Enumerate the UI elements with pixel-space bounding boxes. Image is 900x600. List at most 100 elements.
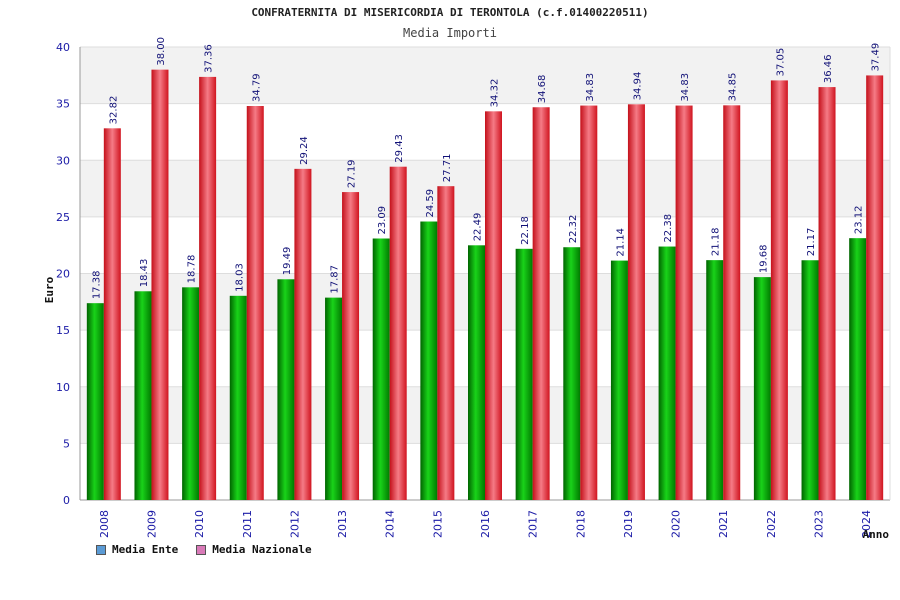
data-label: 32.82 <box>108 96 119 125</box>
legend-item-nazionale: Media Nazionale <box>196 543 312 556</box>
y-tick-label: 15 <box>56 324 70 337</box>
data-label: 27.19 <box>347 159 358 188</box>
bar-media-ente <box>706 260 724 500</box>
y-tick-label: 25 <box>56 211 70 224</box>
bar-media-ente <box>325 297 343 500</box>
data-label: 29.24 <box>299 136 310 165</box>
bar-media-ente <box>134 291 152 500</box>
data-label: 18.43 <box>139 259 150 288</box>
x-tick-label: 2008 <box>98 510 111 538</box>
y-tick-label: 20 <box>56 268 70 281</box>
y-tick-label: 30 <box>56 154 70 167</box>
bar-media-ente <box>515 248 533 500</box>
x-tick-label: 2009 <box>145 510 158 538</box>
bar-media-ente <box>610 260 628 500</box>
bar-media-nazionale <box>199 76 217 500</box>
x-tick-label: 2010 <box>193 510 206 538</box>
bar-media-ente <box>277 279 295 500</box>
x-tick-label: 2019 <box>622 510 635 538</box>
bar-media-nazionale <box>342 192 360 501</box>
bar-media-ente <box>801 260 819 500</box>
bar-media-nazionale <box>580 105 598 501</box>
data-label: 36.46 <box>823 54 834 83</box>
bar-media-nazionale <box>818 87 836 500</box>
data-label: 22.32 <box>568 215 579 244</box>
bar-media-nazionale <box>246 106 264 501</box>
data-label: 23.09 <box>377 206 388 235</box>
data-label: 19.49 <box>282 247 293 276</box>
x-tick-label: 2014 <box>384 510 397 538</box>
x-tick-label: 2022 <box>765 510 778 538</box>
data-label: 19.68 <box>758 244 769 273</box>
data-label: 34.68 <box>537 75 548 104</box>
data-label: 18.03 <box>234 263 245 292</box>
y-tick-label: 10 <box>56 381 70 394</box>
x-tick-label: 2011 <box>241 510 254 538</box>
y-tick-label: 0 <box>63 494 70 507</box>
bar-media-ente <box>563 247 581 500</box>
bar-media-nazionale <box>294 168 312 500</box>
x-tick-label: 2021 <box>717 510 730 538</box>
x-tick-label: 2018 <box>574 510 587 538</box>
data-label: 27.71 <box>442 154 453 183</box>
data-label: 17.87 <box>330 265 341 294</box>
y-tick-label: 35 <box>56 98 70 111</box>
bar-media-ente <box>229 295 247 500</box>
data-label: 37.05 <box>775 48 786 77</box>
chart-subtitle: Media Importi <box>403 26 497 40</box>
legend-swatch-nazionale <box>196 544 207 555</box>
data-label: 21.18 <box>711 227 722 256</box>
x-tick-label: 2017 <box>527 510 540 538</box>
data-label: 23.12 <box>854 206 865 235</box>
data-label: 37.36 <box>204 44 215 73</box>
data-label: 22.49 <box>473 213 484 242</box>
bar-media-nazionale <box>485 111 502 501</box>
x-tick-label: 2016 <box>479 510 492 538</box>
data-label: 29.43 <box>394 134 405 163</box>
x-tick-label: 2024 <box>860 510 873 538</box>
data-label: 37.49 <box>871 43 882 72</box>
bar-media-ente <box>753 277 771 500</box>
bar-media-nazionale <box>437 186 455 500</box>
bar-media-ente <box>468 245 485 500</box>
data-label: 18.78 <box>187 255 198 284</box>
legend-item-ente: Media Ente <box>96 543 178 556</box>
data-label: 22.38 <box>663 214 674 243</box>
data-label: 34.32 <box>490 79 501 108</box>
y-tick-label: 40 <box>56 41 70 54</box>
data-label: 24.59 <box>425 189 436 218</box>
data-label: 22.18 <box>520 216 531 245</box>
bar-media-ente <box>182 287 200 500</box>
bar-media-nazionale <box>770 80 788 500</box>
x-tick-label: 2012 <box>288 510 301 538</box>
data-label: 17.38 <box>91 271 102 300</box>
data-label: 34.79 <box>251 73 262 102</box>
bar-media-ente <box>420 221 438 500</box>
legend: Media Ente Media Nazionale <box>96 543 312 556</box>
bar-media-ente <box>658 246 676 500</box>
data-label: 34.85 <box>728 73 739 102</box>
bar-media-ente <box>372 238 390 501</box>
x-tick-label: 2015 <box>431 510 444 538</box>
data-label: 38.00 <box>156 37 167 66</box>
data-label: 34.83 <box>585 73 596 102</box>
bar-media-nazionale <box>103 128 121 500</box>
x-tick-label: 2013 <box>336 510 349 538</box>
bar-media-nazionale <box>627 104 645 500</box>
bar-media-nazionale <box>675 105 693 501</box>
data-label: 21.17 <box>806 228 817 257</box>
legend-swatch-ente <box>96 544 106 555</box>
bar-media-nazionale <box>532 107 550 501</box>
bar-media-ente <box>849 238 867 500</box>
data-label: 34.83 <box>680 73 691 102</box>
data-label: 21.14 <box>615 228 626 257</box>
bar-media-nazionale <box>723 105 741 500</box>
legend-label-nazionale: Media Nazionale <box>212 543 312 556</box>
bar-media-nazionale <box>389 166 407 500</box>
y-axis-label: Euro <box>43 276 56 303</box>
data-label: 34.94 <box>632 72 643 101</box>
x-tick-label: 2023 <box>813 510 826 538</box>
legend-label-ente: Media Ente <box>112 543 179 556</box>
bar-media-nazionale <box>151 69 169 501</box>
